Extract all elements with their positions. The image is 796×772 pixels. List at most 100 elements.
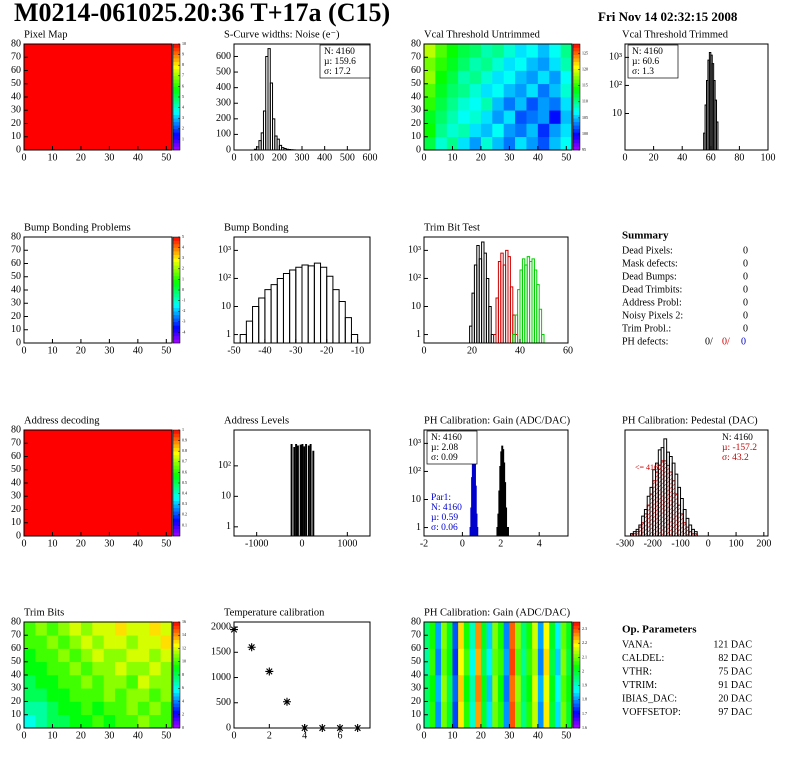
palette-step [173,265,180,270]
heat-cell [160,622,173,636]
histogram-bin [272,118,276,150]
palette-step [573,114,580,119]
y-tick-label: 80 [411,38,421,49]
y-tick-label: 10² [218,460,231,471]
palette-step [173,304,180,308]
histogram-bin [488,305,492,343]
heat-cell [24,675,36,689]
palette-step [173,514,180,519]
palette-step [173,511,180,516]
heat-cell [475,622,482,649]
heat-cell [537,110,550,124]
heat-cell [137,635,150,649]
heat-cell [566,675,573,702]
y-tick-label: 40 [411,669,421,680]
heat-cell [560,110,573,124]
x-tick-label: 600 [363,152,378,163]
x-tick-label: 10 [47,538,57,549]
x-tick-label: 40 [133,730,143,741]
heat-cell [46,701,59,716]
palette-step [173,454,180,459]
heat-cell [566,648,573,676]
stats-line: σ: 17.2 [324,67,351,77]
palette-step [173,444,180,448]
x-tick-label: 30 [504,152,514,163]
palette-step [173,685,180,690]
palette-step [173,82,180,87]
palette-tick-label: 2.3 [582,626,587,631]
heat-cell [452,648,459,676]
palette-step [173,497,180,501]
y-tick-label: 0 [16,144,21,155]
x-tick-label: -1000 [245,538,268,549]
heat-cell [537,97,550,111]
heat-cell [549,675,556,702]
palette-step [173,696,180,701]
palette-step [173,483,180,487]
palette-step [573,75,580,80]
y-tick-label: 60 [411,643,421,654]
panel-title: Temperature calibration [224,607,325,618]
x-tick-label: 0 [232,152,237,163]
heat-cell [160,688,173,702]
heat-cell [137,661,150,676]
summary-value: 0 [743,310,748,321]
palette-step [573,720,580,725]
stats-line: Par1: [431,493,451,503]
y-tick-label: 2000 [211,621,231,632]
heat-cell [458,57,470,71]
parameter-value: 121 DAC [713,639,752,650]
heat-cell [35,648,48,663]
palette-tick-label: -3 [182,319,185,324]
palette-step [573,717,580,722]
palette-step [173,89,180,94]
heat-cell [458,97,470,111]
x-tick-label: 10 [447,152,457,163]
heat-cell [160,714,173,729]
heat-cell [126,675,139,689]
palette-tick-label: 0 [182,725,184,730]
x-tick-label: 0 [706,538,711,549]
heat-cell [441,701,448,729]
heat-cell [446,136,459,151]
palette-tick-label: 2 [182,266,184,271]
heat-cell [492,648,499,676]
plot-frame [423,236,569,344]
panel-title: PH Calibration: Gain (ADC/DAC) [424,415,571,426]
heat-cell [160,661,173,676]
heat-cell [103,701,116,716]
palette-tick-label: 0.6 [182,469,187,474]
heat-cell [515,622,522,649]
heat-cell [424,57,436,71]
heat-cell [549,44,561,58]
palette-tick-label: 2 [182,126,184,131]
stats-line: N: 4160 [722,433,753,443]
y-tick-label: 0 [226,722,231,733]
stats-line: σ: 0.09 [431,453,458,463]
stats-line: µ: 0.59 [431,513,458,523]
palette-step [173,237,180,241]
x-tick-label: 0 [22,152,27,163]
heat-cell [515,701,522,729]
palette-step [173,724,180,729]
stats-line: N: 4160 [431,503,462,513]
palette-step [173,507,180,512]
heat-cell [526,83,539,98]
heat-cell [458,123,470,138]
palette-tick-label: 5 [182,94,184,99]
histogram-bin [303,446,306,536]
heat-cell [35,675,48,689]
palette-step [573,139,580,144]
x-tick-label: 50 [561,152,571,163]
heat-cell [103,622,116,636]
y-tick-label: 10 [11,131,21,142]
heat-cell [537,622,544,649]
heat-cell [526,701,533,729]
palette-tick-label: 0.9 [182,438,187,443]
heat-cell [137,688,150,702]
heat-cell [435,675,442,702]
heat-cell [424,110,436,124]
heat-cell [149,622,161,636]
heat-cell [515,110,527,124]
y-tick-label: 1 [226,521,231,532]
